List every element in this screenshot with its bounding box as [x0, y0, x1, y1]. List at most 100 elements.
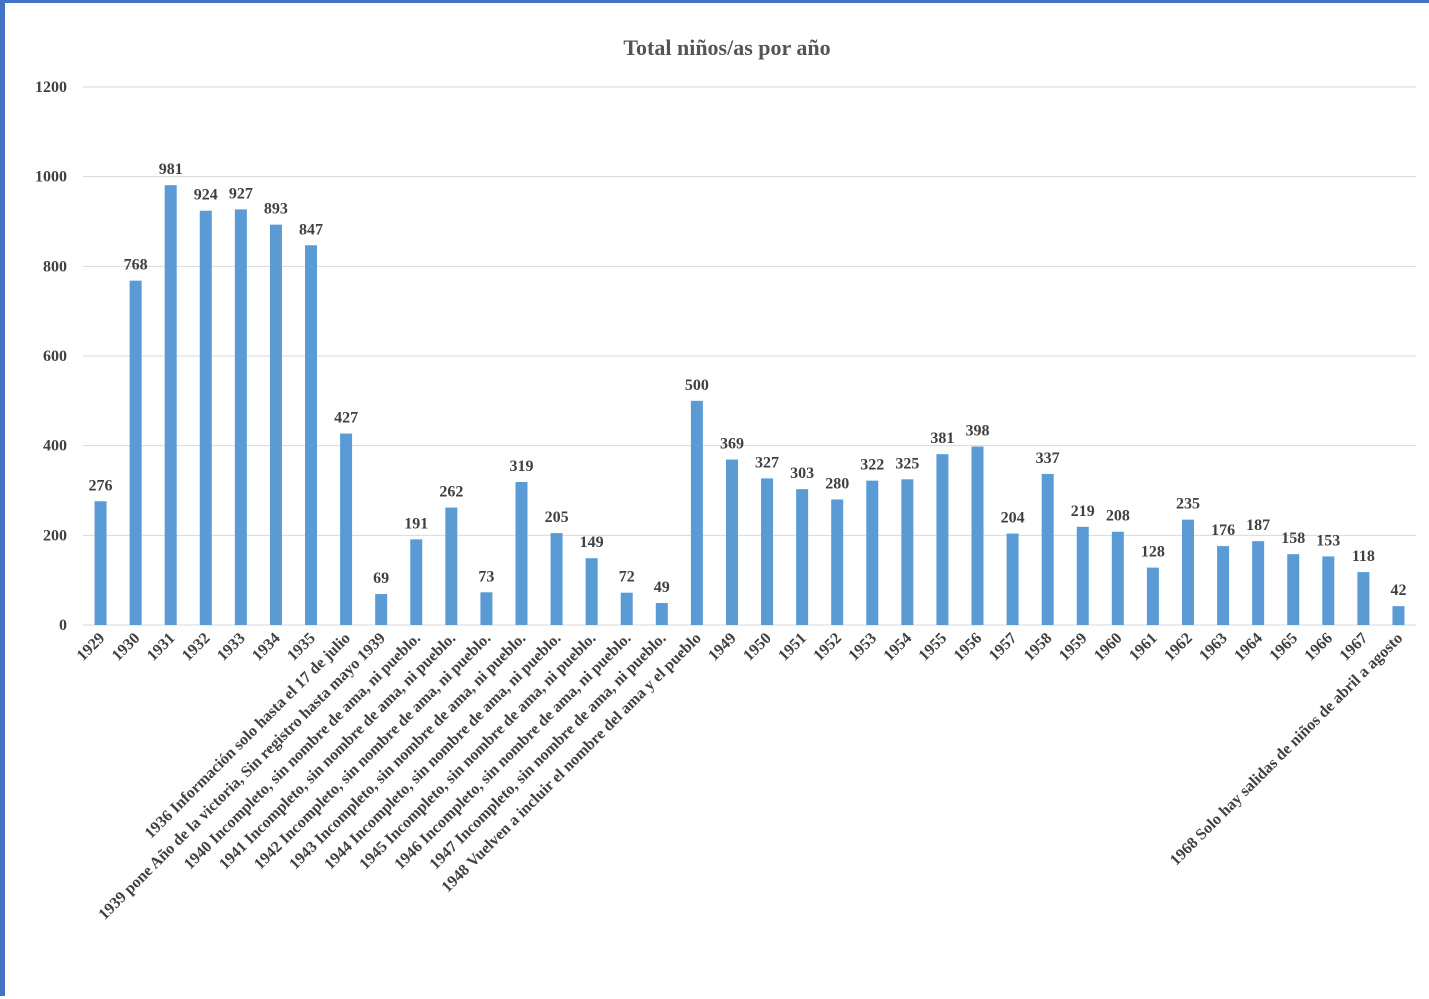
bar-8	[375, 594, 388, 625]
x-tick-label: 1932	[179, 630, 214, 665]
data-label: 303	[790, 465, 814, 482]
x-tick-label: 1958	[1021, 630, 1056, 665]
data-label: 280	[825, 475, 849, 492]
data-label: 927	[229, 185, 253, 202]
bar-36	[1357, 572, 1370, 625]
bar-13	[550, 533, 563, 625]
bar-17	[690, 400, 703, 625]
x-tick-label: 1949	[705, 630, 740, 665]
x-tick-label: 1931	[144, 630, 179, 665]
bar-9	[410, 539, 423, 625]
data-label: 981	[159, 161, 183, 178]
x-tick-label: 1962	[1161, 630, 1196, 665]
data-label: 381	[930, 430, 954, 447]
bar-32	[1217, 546, 1230, 625]
data-labels: 276 768 981 924 927 893 847 427 69 191 262 73 319 205…	[89, 161, 1407, 599]
data-label: 427	[334, 410, 358, 427]
bar-11	[480, 592, 493, 625]
bar-10	[445, 507, 458, 625]
y-axis-ticks: 0 200 400 600 800 1000 1200	[35, 79, 67, 634]
bar-20	[796, 489, 809, 625]
data-label: 219	[1071, 503, 1095, 520]
x-tick-label: 1951	[775, 630, 810, 665]
data-label: 72	[619, 569, 635, 586]
bar-1	[129, 280, 142, 625]
bar-28	[1076, 526, 1089, 625]
bar-chart: Total niños/as por año 0 200 400 600 800 1000…	[35, 35, 1416, 923]
bar-6	[305, 245, 318, 626]
data-label: 128	[1141, 544, 1165, 561]
data-label: 73	[478, 568, 494, 585]
data-label: 322	[860, 457, 884, 474]
bars	[94, 185, 1405, 626]
x-tick-label: 1953	[845, 630, 880, 665]
bar-4	[234, 209, 247, 625]
data-label: 42	[1390, 582, 1406, 599]
data-label: 187	[1246, 517, 1270, 534]
bar-34	[1287, 554, 1300, 625]
bar-25	[971, 446, 984, 625]
x-tick-label: 1955	[916, 630, 951, 665]
bar-0	[94, 501, 107, 625]
x-tick-label: 1961	[1126, 630, 1161, 665]
x-tick-label: 1934	[249, 630, 284, 665]
y-tick-label: 400	[43, 438, 67, 455]
chart-title: Total niños/as por año	[623, 35, 830, 60]
x-tick-label: 1956	[951, 630, 986, 665]
bar-35	[1322, 556, 1335, 625]
data-label: 893	[264, 201, 288, 218]
x-tick-label: 1933	[214, 630, 249, 665]
x-tick-label: 1963	[1196, 630, 1231, 665]
data-label: 325	[895, 455, 919, 472]
x-tick-label: 1930	[109, 630, 144, 665]
bar-3	[199, 210, 212, 626]
data-label: 158	[1281, 530, 1305, 547]
gridlines	[83, 86, 1416, 626]
x-tick-label: 1957	[986, 630, 1021, 665]
data-label: 208	[1106, 508, 1130, 525]
x-tick-label: 1968 Solo hay salidas de niños de abril …	[1167, 630, 1406, 869]
bar-14	[585, 558, 598, 625]
bar-24	[936, 454, 949, 625]
data-label: 153	[1316, 532, 1340, 549]
bar-30	[1146, 567, 1159, 625]
bar-37	[1392, 606, 1405, 625]
data-label: 262	[439, 484, 463, 501]
data-label: 847	[299, 221, 323, 238]
data-label: 235	[1176, 496, 1200, 513]
bar-18	[725, 459, 738, 625]
bar-31	[1181, 519, 1194, 625]
bar-22	[866, 480, 879, 625]
y-tick-label: 1200	[35, 79, 67, 96]
data-label: 69	[373, 570, 389, 587]
bar-21	[831, 499, 844, 625]
bar-23	[901, 479, 914, 625]
bar-19	[761, 478, 774, 625]
data-label: 327	[755, 454, 779, 471]
data-label: 205	[545, 509, 569, 526]
x-tick-label: 1929	[74, 630, 109, 665]
data-label: 276	[89, 477, 113, 494]
data-label: 500	[685, 377, 709, 394]
data-label: 768	[124, 257, 148, 274]
data-label: 204	[1001, 510, 1025, 527]
x-tick-label: 1959	[1056, 630, 1091, 665]
bar-15	[620, 592, 633, 625]
y-tick-label: 800	[43, 258, 67, 275]
bar-33	[1252, 541, 1265, 625]
data-label: 369	[720, 436, 744, 453]
data-label: 319	[509, 458, 533, 475]
data-label: 49	[654, 579, 670, 596]
bar-27	[1041, 473, 1054, 625]
bar-26	[1006, 533, 1019, 625]
bar-12	[515, 481, 528, 625]
bar-2	[164, 185, 177, 625]
data-label: 149	[580, 534, 604, 551]
x-tick-label: 1954	[881, 630, 916, 665]
data-label: 924	[194, 187, 218, 204]
x-tick-label: 1965	[1266, 630, 1301, 665]
bar-29	[1111, 531, 1124, 625]
x-tick-label: 1964	[1231, 630, 1266, 665]
data-label: 337	[1036, 450, 1060, 467]
